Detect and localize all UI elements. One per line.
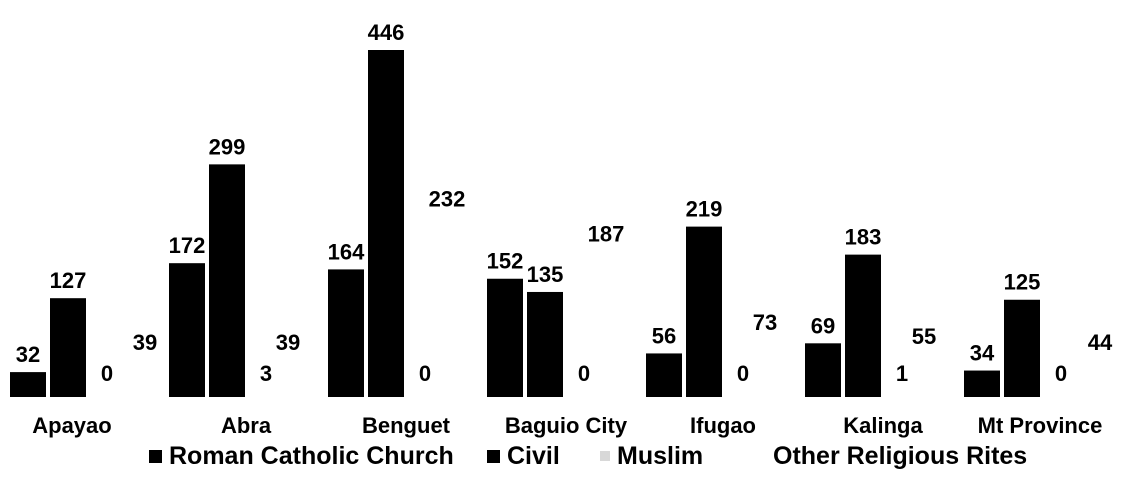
category-label-ifugao: Ifugao [690, 413, 756, 438]
bar-roman-catholic-church-kalinga [805, 343, 841, 397]
value-label-other-rites-kalinga: 55 [912, 324, 936, 349]
legend-label-other-rites: Other Religious Rites [773, 441, 1028, 470]
value-label-roman-catholic-church-abra: 172 [169, 233, 206, 258]
value-label-muslim-kalinga: 1 [896, 361, 908, 386]
bar-civil-abra [209, 164, 245, 397]
bar-civil-ifugao [686, 226, 722, 397]
category-label-benguet: Benguet [362, 413, 451, 438]
value-labels-layer: 3212703917229933916444602321521350187562… [16, 20, 1113, 386]
value-label-muslim-benguet: 0 [419, 361, 431, 386]
value-label-civil-apayao: 127 [50, 268, 87, 293]
value-label-civil-mt-province: 125 [1004, 270, 1041, 295]
category-label-apayao: Apayao [32, 413, 111, 438]
value-label-civil-ifugao: 219 [686, 197, 723, 222]
value-label-civil-baguio-city: 135 [527, 262, 564, 287]
bar-roman-catholic-church-apayao [10, 372, 46, 397]
value-label-roman-catholic-church-kalinga: 69 [811, 313, 835, 338]
bar-civil-benguet [368, 50, 404, 397]
value-label-roman-catholic-church-baguio-city: 152 [487, 249, 524, 274]
bar-roman-catholic-church-abra [169, 263, 205, 397]
legend-item-other-rites: Other Religious Rites [773, 436, 1027, 476]
value-label-civil-kalinga: 183 [845, 225, 882, 250]
legend-item-civil: Civil [487, 436, 560, 476]
value-label-roman-catholic-church-mt-province: 34 [970, 341, 995, 366]
bar-civil-mt-province [1004, 299, 1040, 397]
legend-item-roman-catholic: Roman Catholic Church [149, 436, 454, 476]
value-label-other-rites-apayao: 39 [133, 330, 157, 355]
category-labels-layer: Apayao Abra Benguet Baguio City Ifugao Kaling… [32, 413, 1102, 438]
bar-roman-catholic-church-mt-province [964, 370, 1000, 397]
bar-roman-catholic-church-baguio-city [487, 278, 523, 397]
value-label-other-rites-baguio-city: 187 [588, 222, 625, 247]
legend: Roman Catholic Church Civil Muslim Other… [0, 436, 1125, 486]
category-label-mt-province: Mt Province [978, 413, 1103, 438]
value-label-civil-benguet: 446 [368, 20, 405, 45]
category-label-baguio-city: Baguio City [505, 413, 628, 438]
value-label-roman-catholic-church-benguet: 164 [328, 239, 365, 264]
value-label-roman-catholic-church-apayao: 32 [16, 342, 40, 367]
legend-swatch-civil [487, 449, 500, 463]
category-label-kalinga: Kalinga [843, 413, 923, 438]
value-label-other-rites-mt-province: 44 [1088, 330, 1113, 355]
value-label-civil-abra: 299 [209, 134, 246, 159]
bar-civil-baguio-city [527, 291, 563, 397]
value-label-muslim-mt-province: 0 [1055, 361, 1067, 386]
value-label-muslim-abra: 3 [260, 361, 272, 386]
bar-civil-kalinga [845, 254, 881, 397]
legend-item-muslim: Muslim [600, 436, 703, 476]
legend-swatch-muslim [600, 451, 610, 461]
bar-civil-apayao [50, 298, 86, 397]
legend-swatch-roman-catholic [149, 449, 162, 463]
value-label-muslim-ifugao: 0 [737, 361, 749, 386]
value-label-other-rites-ifugao: 73 [753, 310, 777, 335]
bars-layer [10, 50, 1040, 397]
legend-label-civil: Civil [507, 441, 560, 470]
value-label-roman-catholic-church-ifugao: 56 [652, 323, 676, 348]
bar-roman-catholic-church-ifugao [646, 353, 682, 397]
category-label-abra: Abra [221, 413, 272, 438]
bar-roman-catholic-church-benguet [328, 269, 364, 397]
legend-label-muslim: Muslim [617, 441, 704, 470]
value-label-other-rites-abra: 39 [276, 330, 300, 355]
value-label-muslim-apayao: 0 [101, 361, 113, 386]
legend-label-roman-catholic: Roman Catholic Church [169, 441, 454, 470]
value-label-muslim-baguio-city: 0 [578, 361, 590, 386]
value-label-other-rites-benguet: 232 [429, 186, 466, 211]
